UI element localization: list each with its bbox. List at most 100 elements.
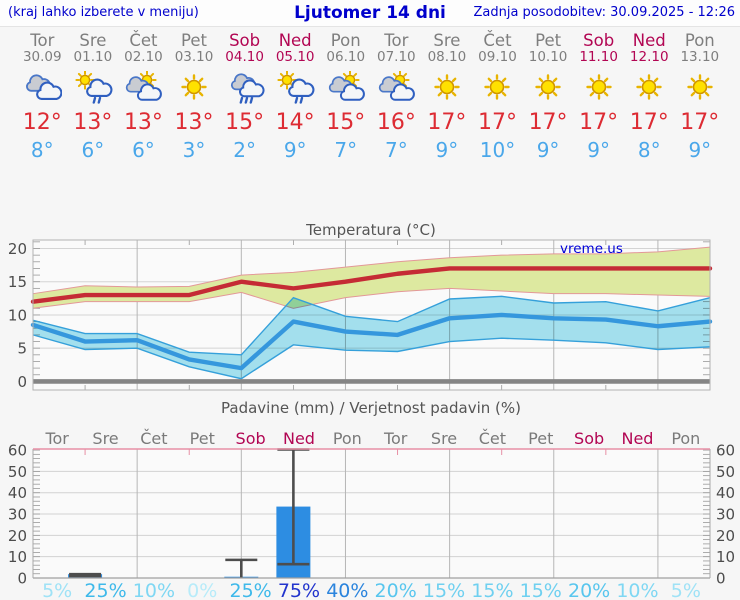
- day-name: Ned: [278, 31, 312, 50]
- partly-icon: [118, 68, 169, 108]
- day-name: Čet: [483, 31, 512, 50]
- sunny-icon: [624, 68, 675, 108]
- low-temp: 8°: [637, 138, 661, 162]
- precip-day-label: Pon: [333, 429, 362, 448]
- day-date: 30.09: [22, 49, 62, 65]
- day-name: Ned: [632, 31, 666, 50]
- low-temp: 8°: [30, 138, 54, 162]
- y-axis-label-left: 10: [8, 548, 27, 566]
- low-temp: 3°: [182, 138, 206, 162]
- showers-icon: [270, 68, 321, 108]
- day-card: Pet 03.10 13° 3°: [169, 31, 220, 164]
- day-date: 09.10: [478, 49, 517, 65]
- sunny-icon: [422, 68, 473, 108]
- precip-day-label: Sre: [92, 429, 118, 448]
- day-date: 05.10: [275, 49, 315, 65]
- precip-prob-label: 25%: [84, 580, 126, 600]
- high-temp: 16°: [376, 110, 416, 135]
- day-date: 01.10: [73, 49, 113, 65]
- y-axis-label-left: 50: [8, 463, 27, 481]
- rain-icon: [219, 68, 270, 108]
- sunny-icon: [573, 68, 624, 108]
- max-temp-range-edge: [32, 287, 711, 309]
- day-name: Pet: [181, 31, 208, 50]
- watermark-vreme-us: vreme.us: [560, 241, 623, 257]
- day-name: Pet: [535, 31, 562, 50]
- high-temp: 13°: [174, 110, 214, 135]
- day-card: Pon 13.10 17° 9°: [675, 31, 726, 164]
- y-axis-label: 5: [17, 340, 27, 358]
- y-axis-label-left: 0: [17, 570, 27, 588]
- y-axis-label-left: 40: [8, 484, 27, 502]
- day-card: Sob 04.10 15° 2°: [219, 31, 270, 164]
- y-axis-label: 20: [8, 240, 27, 258]
- day-card: Sre 08.10 17° 9°: [422, 31, 473, 164]
- high-temp: 17°: [680, 110, 720, 135]
- precip-prob-label: 15%: [471, 580, 513, 600]
- y-axis-label-right: 60: [716, 442, 735, 460]
- precip-day-label: Pet: [528, 429, 553, 448]
- location-menu-note: (kraj lahko izberete v meniju): [8, 5, 199, 20]
- low-temp: 9°: [435, 138, 459, 162]
- low-temp: 7°: [384, 138, 408, 162]
- precip-day-label: Čet: [479, 429, 506, 448]
- low-temp: 7°: [334, 138, 358, 162]
- day-date: 04.10: [225, 49, 264, 65]
- last-update-text: Zadnja posodobitev: 30.09.2025 - 12:26: [473, 5, 735, 20]
- high-temp: 12°: [22, 110, 62, 135]
- low-temp: 6°: [132, 138, 155, 162]
- day-card: Sre 01.10 13° 6°: [68, 31, 119, 164]
- day-name: Sob: [229, 31, 261, 50]
- low-temp: 9°: [587, 138, 611, 162]
- max-temp-range-edge: [32, 246, 711, 295]
- day-date: 13.10: [680, 49, 720, 65]
- precip-day-label: Pet: [190, 429, 215, 448]
- precip-prob-label: 25%: [229, 580, 271, 600]
- day-card: Čet 09.10 17° 10°: [472, 31, 523, 164]
- day-name: Tor: [30, 31, 55, 50]
- day-date: 08.10: [427, 49, 467, 65]
- y-axis-label: 10: [8, 306, 27, 324]
- day-card: Ned 12.10 17° 8°: [624, 31, 675, 164]
- y-axis-label-left: 30: [8, 506, 27, 524]
- high-temp: 17°: [579, 110, 619, 135]
- low-temp: 9°: [536, 138, 560, 162]
- min-temp-range-edge: [32, 334, 711, 380]
- day-card: Pon 06.10 15° 7°: [320, 31, 371, 164]
- high-temp: 17°: [427, 110, 467, 135]
- partly-icon: [320, 68, 371, 108]
- y-axis-label-right: 40: [716, 484, 735, 502]
- sunny-icon: [169, 68, 220, 108]
- day-name: Sre: [79, 31, 107, 50]
- day-card: Ned 05.10 14° 9°: [270, 31, 321, 164]
- day-name: Sre: [433, 31, 461, 50]
- plot-border: [32, 239, 711, 391]
- precip-prob-label: 5%: [42, 580, 72, 600]
- high-temp: 15°: [225, 110, 265, 135]
- low-temp: 2°: [233, 138, 256, 162]
- y-axis-label-left: 20: [8, 527, 27, 545]
- day-name: Pon: [684, 31, 715, 50]
- showers-icon: [68, 68, 119, 108]
- day-date: 07.10: [377, 49, 416, 65]
- day-card: Tor 30.09 12° 8°: [17, 31, 68, 164]
- plot-background: [33, 449, 710, 578]
- high-temp: 13°: [73, 110, 113, 135]
- day-card: Pet 10.10 17° 9°: [523, 31, 574, 164]
- day-name: Tor: [384, 31, 409, 50]
- day-name: Pon: [330, 31, 361, 50]
- y-axis-label-right: 20: [716, 527, 735, 545]
- temperature-chart-title: Temperatura (°C): [305, 221, 436, 239]
- min-temp-range-edge: [32, 295, 711, 356]
- precip-prob-label: 10%: [133, 580, 175, 600]
- precip-day-label: Ned: [283, 429, 315, 448]
- y-axis-label-right: 10: [716, 548, 735, 566]
- high-temp: 17°: [629, 110, 669, 135]
- y-axis-label-right: 30: [716, 506, 735, 524]
- precip-day-label: Pon: [671, 429, 700, 448]
- precip-prob-label: 40%: [326, 580, 368, 600]
- sunny-icon: [675, 68, 726, 108]
- precip-prob-label: 20%: [375, 580, 417, 600]
- day-date: 10.10: [528, 49, 568, 65]
- precip-day-label: Ned: [621, 429, 653, 448]
